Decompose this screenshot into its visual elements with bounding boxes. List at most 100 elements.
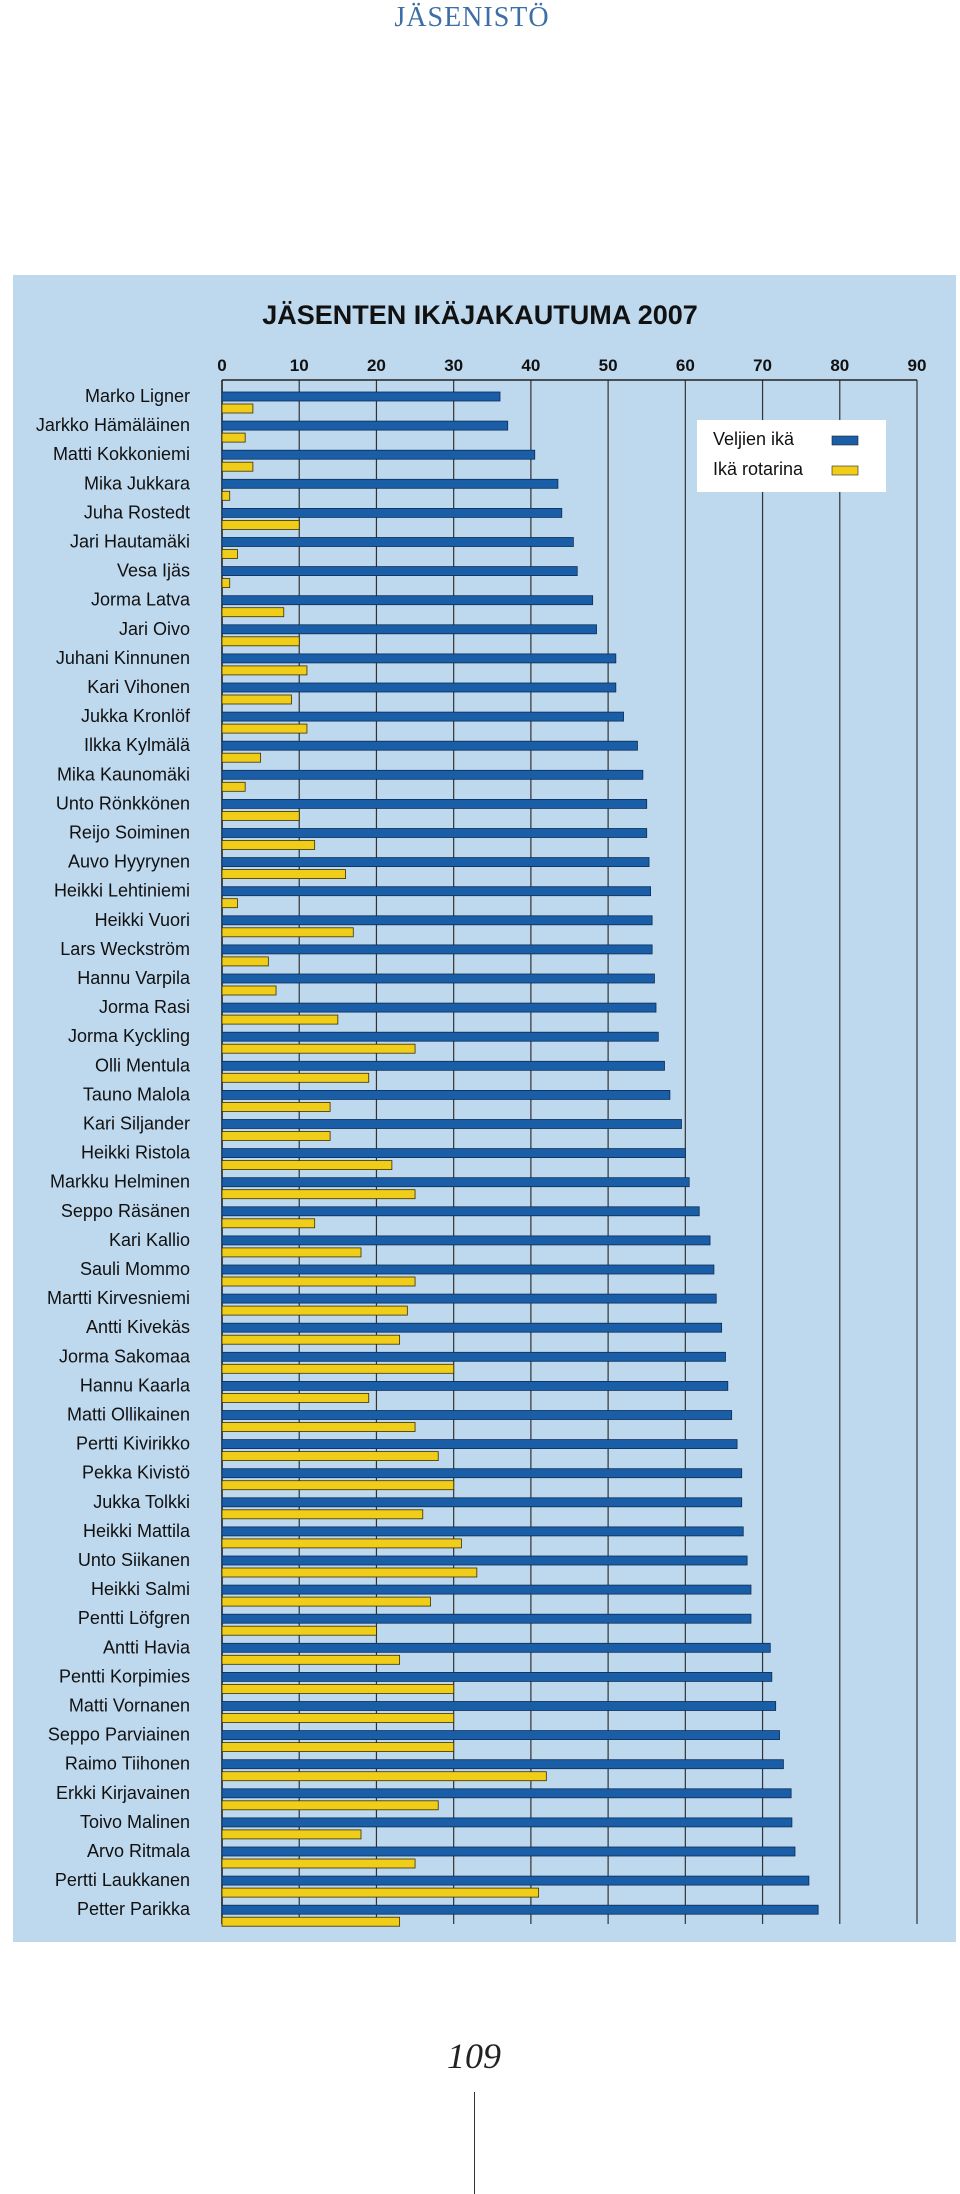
bar-veljien-ika xyxy=(221,1497,743,1508)
bar-ika-rotarina xyxy=(221,1771,547,1782)
bar-veljien-ika xyxy=(221,1235,711,1246)
bar-veljien-ika xyxy=(221,624,597,635)
x-tick-label: 60 xyxy=(676,356,695,375)
bar-veljien-ika xyxy=(221,1177,690,1188)
bar-ika-rotarina xyxy=(221,1800,439,1811)
bar-veljien-ika xyxy=(221,420,509,431)
category-label: Markku Helminen xyxy=(50,1172,190,1192)
bar-veljien-ika xyxy=(221,1788,792,1799)
bar-veljien-ika xyxy=(221,478,559,489)
category-label: Heikki Mattila xyxy=(83,1521,191,1541)
bar-veljien-ika xyxy=(221,1730,780,1740)
bar-ika-rotarina xyxy=(221,898,238,909)
category-label: Seppo Räsänen xyxy=(61,1201,190,1221)
bar-ika-rotarina xyxy=(221,1247,362,1258)
bar-veljien-ika xyxy=(221,1264,715,1275)
category-label: Matti Vornanen xyxy=(69,1696,190,1716)
bar-ika-rotarina xyxy=(221,781,246,792)
bar-veljien-ika xyxy=(221,653,617,664)
bar-ika-rotarina xyxy=(221,1102,331,1112)
category-label: Antti Havia xyxy=(103,1637,191,1657)
category-label: Hannu Varpila xyxy=(77,968,191,988)
bar-ika-rotarina xyxy=(221,985,277,996)
bar-ika-rotarina xyxy=(221,1043,416,1054)
category-label: Matti Ollikainen xyxy=(67,1405,190,1425)
category-label: Pertti Laukkanen xyxy=(55,1870,190,1890)
page-number: 109 xyxy=(447,2036,501,2076)
x-tick-label: 40 xyxy=(521,356,540,375)
category-label: Jari Hautamäki xyxy=(70,532,190,552)
bar-ika-rotarina xyxy=(221,840,316,850)
bar-ika-rotarina xyxy=(221,1887,540,1898)
bar-ika-rotarina xyxy=(221,607,285,618)
category-label: Reijo Soiminen xyxy=(69,823,190,843)
bar-ika-rotarina xyxy=(221,1072,370,1083)
bar-ika-rotarina xyxy=(221,1334,401,1345)
category-label: Heikki Lehtiniemi xyxy=(54,881,190,901)
bar-veljien-ika xyxy=(221,711,624,722)
bar-veljien-ika xyxy=(221,740,638,751)
bar-ika-rotarina xyxy=(221,1684,455,1694)
legend-swatch-veljien-ika xyxy=(831,435,859,446)
category-label: Kari Kallio xyxy=(109,1230,190,1250)
bar-veljien-ika xyxy=(221,1642,771,1653)
category-label: Ilkka Kylmälä xyxy=(84,735,191,755)
bar-veljien-ika xyxy=(221,1468,743,1479)
bar-veljien-ika xyxy=(221,915,653,926)
bar-ika-rotarina xyxy=(221,1742,455,1752)
chart-title: JÄSENTEN IKÄJAKAUTUMA 2007 xyxy=(262,300,698,330)
bar-veljien-ika xyxy=(221,973,655,984)
category-label: Marko Ligner xyxy=(85,386,190,406)
category-label: Auvo Hyyrynen xyxy=(68,852,190,872)
category-label: Pentti Löfgren xyxy=(78,1608,190,1628)
x-tick-label: 50 xyxy=(599,356,618,375)
bar-veljien-ika xyxy=(221,1090,671,1100)
bar-ika-rotarina xyxy=(221,723,308,734)
bar-veljien-ika xyxy=(221,828,648,838)
category-label: Toivo Malinen xyxy=(80,1812,190,1832)
bar-ika-rotarina xyxy=(221,461,254,472)
bar-veljien-ika xyxy=(221,1031,659,1042)
bar-veljien-ika xyxy=(221,886,651,897)
category-label: Jarkko Hämäläinen xyxy=(36,415,190,435)
bar-veljien-ika xyxy=(221,1555,748,1566)
bar-veljien-ika xyxy=(221,1701,777,1711)
footer-rule xyxy=(474,2092,475,2194)
bar-veljien-ika xyxy=(221,1439,738,1449)
section-header: JÄSENISTÖ xyxy=(394,2,550,33)
chart-panel xyxy=(13,275,956,1942)
category-label: Kari Siljander xyxy=(83,1114,190,1134)
category-label: Sauli Mommo xyxy=(80,1259,190,1279)
bar-veljien-ika xyxy=(221,449,536,460)
bar-ika-rotarina xyxy=(221,1596,431,1607)
category-label: Unto Siikanen xyxy=(78,1550,190,1570)
category-label: Olli Mentula xyxy=(95,1055,191,1075)
category-label: Vesa Ijäs xyxy=(117,561,190,581)
bar-veljien-ika xyxy=(221,1817,793,1828)
bar-ika-rotarina xyxy=(221,1713,455,1723)
bar-ika-rotarina xyxy=(221,403,254,414)
category-label: Juha Rostedt xyxy=(84,502,190,522)
bar-veljien-ika xyxy=(221,1613,752,1624)
bar-veljien-ika xyxy=(221,566,578,576)
bar-ika-rotarina xyxy=(221,665,308,676)
bar-ika-rotarina xyxy=(221,811,300,821)
bar-veljien-ika xyxy=(221,1526,744,1537)
bar-ika-rotarina xyxy=(221,927,354,938)
category-label: Jari Oivo xyxy=(119,619,190,639)
bar-ika-rotarina xyxy=(221,956,269,967)
bar-veljien-ika xyxy=(221,1351,726,1362)
bar-ika-rotarina xyxy=(221,1858,416,1869)
bar-veljien-ika xyxy=(221,769,644,780)
category-label: Seppo Parviainen xyxy=(48,1725,190,1745)
category-label: Petter Parikka xyxy=(77,1899,191,1919)
category-label: Heikki Salmi xyxy=(91,1579,190,1599)
bar-ika-rotarina xyxy=(221,520,300,530)
category-label: Pertti Kivirikko xyxy=(76,1434,190,1454)
bar-ika-rotarina xyxy=(221,1189,416,1200)
category-label: Juhani Kinnunen xyxy=(56,648,190,668)
category-label: Jorma Rasi xyxy=(99,997,190,1017)
bar-veljien-ika xyxy=(221,944,653,955)
bar-ika-rotarina xyxy=(221,1218,316,1229)
bar-veljien-ika xyxy=(221,1584,752,1595)
